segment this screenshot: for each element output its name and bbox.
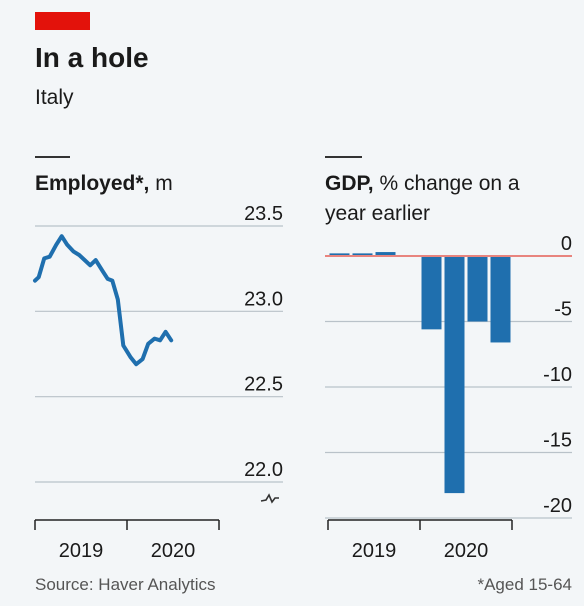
gdp-title-unit: % change on a	[374, 172, 520, 195]
y-tick-label: 23.5	[244, 203, 283, 225]
axis-break-icon	[260, 493, 279, 504]
x-tick-label: 2019	[352, 540, 397, 562]
gdp-title-bold: GDP,	[325, 172, 374, 195]
chart-subtitle: Italy	[35, 86, 74, 109]
employed-panel: Employed*, m 23.5 23.0 22.5 22.0 2019 2020	[33, 156, 283, 562]
gdp-x-axis: 2019 2020	[327, 519, 513, 562]
y-tick-label: 0	[561, 233, 572, 255]
y-tick-label: -5	[554, 299, 572, 321]
x-tick-label: 2020	[151, 540, 196, 562]
y-tick-label: 23.0	[244, 288, 283, 310]
bar	[490, 256, 511, 343]
bar	[467, 256, 488, 322]
chart-title: In a hole	[35, 42, 149, 73]
y-tick-label: -20	[543, 495, 572, 517]
x-tick-label: 2020	[444, 540, 489, 562]
employed-panel-title: Employed*, m	[35, 172, 173, 195]
gdp-bars	[329, 252, 511, 494]
y-tick-label: 22.5	[244, 374, 283, 396]
accent-bar	[35, 12, 90, 30]
employed-title-bold: Employed*,	[35, 172, 149, 195]
bar	[421, 256, 442, 330]
y-tick-label: 22.0	[244, 459, 283, 481]
bar	[375, 252, 396, 256]
gdp-panel: GDP, % change on a year earlier 0 -5 -10 -1…	[325, 156, 572, 562]
footnote: *Aged 15-64	[477, 575, 572, 594]
employed-gridlines: 23.5 23.0 22.5 22.0	[35, 203, 283, 483]
bar	[444, 256, 465, 494]
source-note: Source: Haver Analytics	[35, 575, 215, 594]
employed-x-axis: 2019 2020	[34, 519, 220, 562]
y-tick-label: -15	[543, 430, 572, 452]
bar	[352, 253, 373, 256]
bar	[329, 253, 350, 256]
employed-title-unit: m	[149, 172, 172, 195]
x-tick-label: 2019	[59, 540, 104, 562]
gdp-panel-title-line2: year earlier	[325, 202, 430, 225]
employed-series-line	[33, 234, 174, 367]
gdp-panel-title: GDP, % change on a	[325, 172, 520, 195]
y-tick-label: -10	[543, 364, 572, 386]
